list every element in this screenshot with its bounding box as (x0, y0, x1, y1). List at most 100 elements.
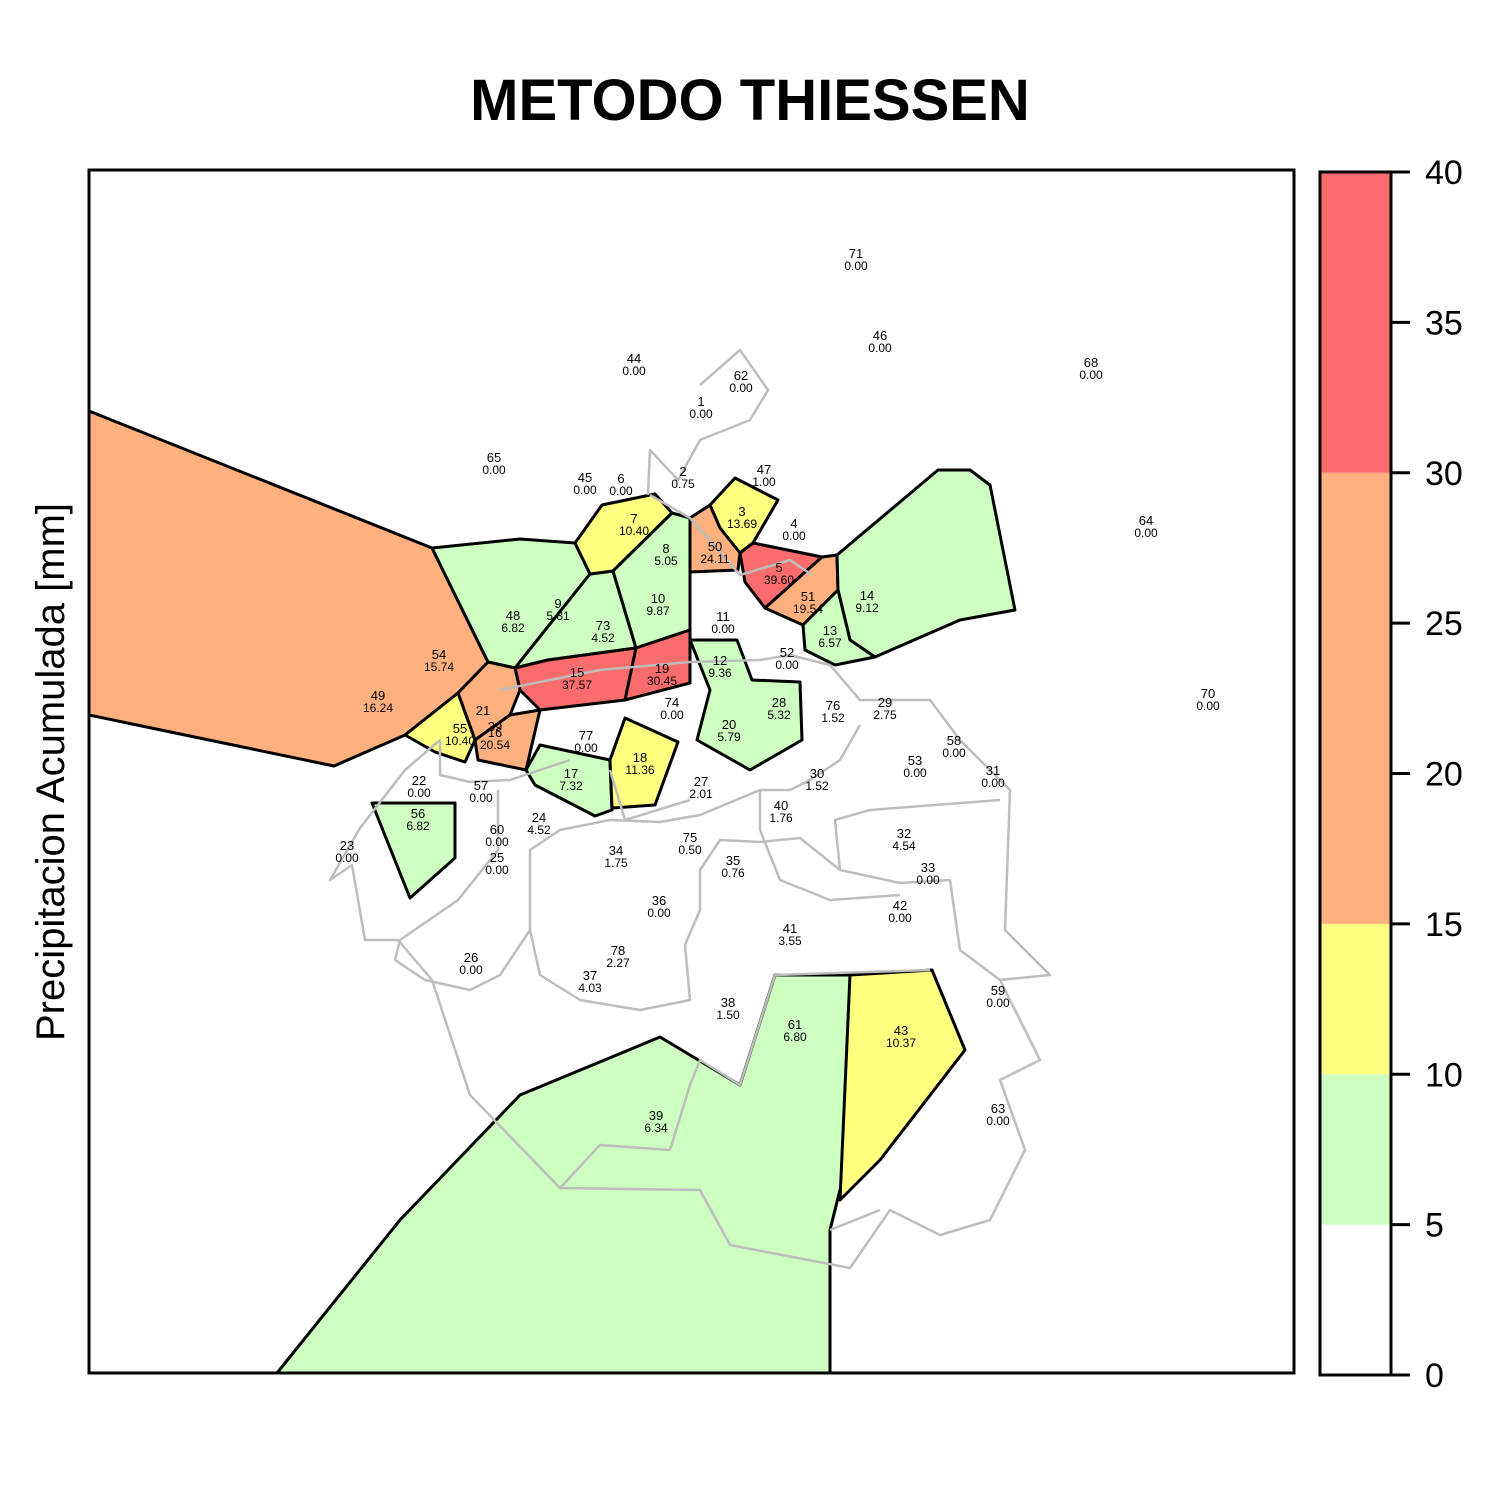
station-value: 0.00 (981, 776, 1005, 790)
station-value: 13.69 (727, 517, 757, 531)
station-value: 0.00 (888, 911, 912, 925)
station-id: 9 (554, 596, 561, 611)
station-value: 6.82 (406, 819, 430, 833)
station-value: 0.00 (1134, 526, 1158, 540)
legend-band-2 (1320, 923, 1391, 1075)
station-id: 56 (411, 806, 425, 821)
station-id: 39 (649, 1108, 663, 1123)
station-label: 450.00 (573, 470, 597, 497)
station-id: 11 (716, 609, 730, 624)
station-value: 15.74 (424, 660, 454, 674)
station-value: 0.00 (711, 622, 735, 636)
station-value: 6.82 (501, 621, 525, 635)
station-id: 16 (488, 725, 502, 740)
station-value: 10.40 (445, 734, 475, 748)
station-id: 4 (790, 516, 797, 531)
station-value: 4.52 (527, 823, 551, 837)
station-id: 36 (652, 893, 666, 908)
station-value: 0.00 (609, 484, 633, 498)
station-value: 2.01 (689, 787, 713, 801)
station-id: 5 (775, 560, 782, 575)
station-label: 486.82 (501, 608, 525, 635)
station-label: 40.00 (782, 516, 806, 543)
station-value: 0.00 (782, 529, 806, 543)
station-value: 0.00 (903, 766, 927, 780)
station-label: 700.00 (1196, 686, 1220, 713)
polygon-54 (89, 409, 490, 768)
map-title: METODO THIESSEN (470, 68, 1030, 133)
station-label: 620.00 (729, 368, 753, 395)
station-value: 6.34 (644, 1121, 668, 1135)
legend-band-1 (1320, 1074, 1391, 1225)
station-value: 9.87 (646, 604, 670, 618)
station-value: 24.11 (700, 552, 729, 566)
station-label: 109.87 (646, 591, 670, 618)
station-id: 13 (823, 623, 837, 638)
station-value: 39.60 (764, 573, 794, 587)
station-value: 0.00 (729, 381, 753, 395)
legend-tick-label: 30 (1425, 455, 1463, 493)
station-id: 59 (991, 983, 1005, 998)
station-id: 7 (630, 511, 637, 526)
station-value: 2.27 (606, 956, 630, 970)
station-value: 0.00 (868, 341, 892, 355)
station-id: 15 (570, 665, 584, 680)
station-id: 55 (453, 721, 467, 736)
station-value: 4.03 (578, 981, 602, 995)
legend-tick-label: 10 (1425, 1056, 1463, 1094)
station-label: 401.76 (769, 798, 793, 825)
station-label: 129.36 (708, 653, 732, 680)
station-value: 0.75 (671, 477, 695, 491)
station-id: 75 (683, 830, 697, 845)
station-label: 570.00 (469, 778, 493, 805)
boundary-lines (328, 348, 1052, 1270)
station-id: 45 (578, 470, 592, 485)
legend-tick-label: 20 (1425, 756, 1463, 794)
station-id: 51 (801, 589, 815, 604)
station-label: 740.00 (660, 695, 684, 722)
polygon-16 (473, 708, 542, 772)
polygon-13 (801, 588, 877, 667)
station-label: 374.03 (578, 968, 602, 995)
polygon-14 (835, 468, 1017, 659)
station-value: 0.00 (775, 658, 799, 672)
station-value: 11.36 (625, 763, 654, 777)
station-id: 27 (694, 774, 708, 789)
station-id: 6 (617, 471, 624, 486)
station-value: 4.52 (591, 631, 615, 645)
station-label: 21 (476, 703, 490, 718)
station-label: 640.00 (1134, 513, 1158, 540)
station-id: 57 (474, 778, 488, 793)
station-value: 20.54 (480, 738, 510, 752)
station-value: 0.00 (916, 873, 940, 887)
station-label: 650.00 (482, 450, 506, 477)
station-value: 10.37 (886, 1036, 916, 1050)
station-id: 18 (633, 750, 647, 765)
station-id: 2 (679, 464, 686, 479)
station-label: 770.00 (574, 728, 598, 755)
station-value: 0.00 (407, 786, 431, 800)
polygon-56 (370, 801, 457, 900)
station-label: 10.00 (689, 394, 713, 421)
station-value: 0.00 (622, 364, 646, 378)
station-id: 64 (1139, 513, 1153, 528)
station-label: 590.00 (986, 983, 1010, 1010)
station-label: 230.00 (335, 838, 359, 865)
station-label: 272.01 (689, 774, 713, 801)
station-value: 1.52 (805, 779, 829, 793)
station-label: 177.32 (559, 766, 583, 793)
station-label: 149.12 (855, 588, 879, 615)
station-id: 48 (506, 608, 520, 623)
station-id: 12 (713, 653, 727, 668)
station-label: 250.00 (485, 850, 509, 877)
station-value: 4.54 (892, 839, 916, 853)
station-label: 95.81 (546, 596, 570, 623)
station-id: 52 (780, 645, 794, 660)
station-label: 710.00 (844, 246, 868, 273)
